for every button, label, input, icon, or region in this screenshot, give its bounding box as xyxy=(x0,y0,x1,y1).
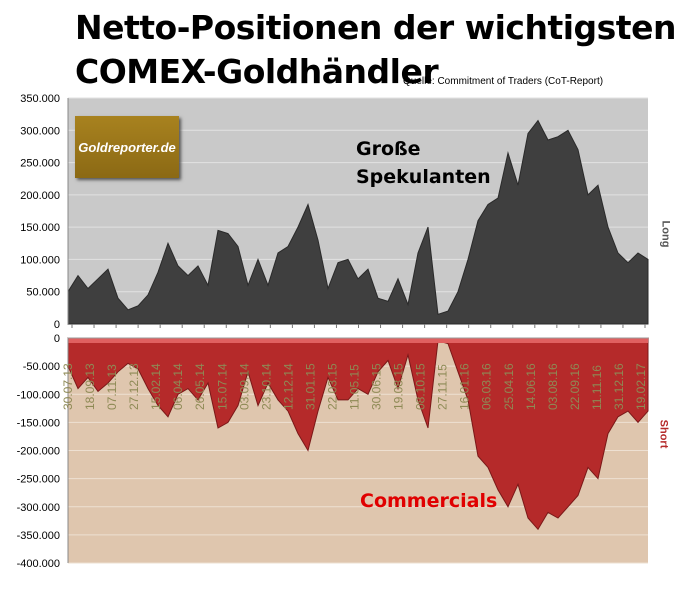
x-tick-label: 06.03.16 xyxy=(480,363,494,410)
x-tick-label: 06.04.14 xyxy=(171,363,185,410)
x-tick-label: 31.01.15 xyxy=(303,363,317,410)
y-tick-label: -150.000 xyxy=(17,417,60,429)
short-top-band xyxy=(68,338,648,343)
y-tick-label: 150.000 xyxy=(20,222,60,234)
x-tick-label: 08.10.15 xyxy=(414,363,428,410)
y-tick-label: 0 xyxy=(54,319,60,331)
short-side-label: Short xyxy=(657,419,670,449)
x-tick-label: 27.12.13 xyxy=(127,363,141,410)
x-tick-label: 23.10.14 xyxy=(259,363,273,410)
x-tick-label: 26.05.14 xyxy=(193,363,207,410)
x-tick-label: 11.11.16 xyxy=(590,365,604,410)
y-tick-label: -250.000 xyxy=(17,474,60,486)
x-tick-label: 18.09.13 xyxy=(83,363,97,410)
y-tick-label: -400.000 xyxy=(17,558,60,570)
short-area-series xyxy=(67,337,649,531)
y-tick-label: -200.000 xyxy=(17,446,60,458)
speculators-label: Große Spekulanten xyxy=(356,135,491,191)
x-tick-label: 03.08.16 xyxy=(546,363,560,410)
x-tick-label: 30.07.13 xyxy=(61,363,75,410)
speculators-label-line1: Große xyxy=(356,138,421,160)
speculators-label-line2: Spekulanten xyxy=(356,166,491,188)
x-tick-label: 30.06.15 xyxy=(370,363,384,410)
long-side-label: Long xyxy=(659,220,672,248)
x-tick-label: 03.09.14 xyxy=(237,363,251,410)
commercials-label: Commercials xyxy=(360,490,498,512)
x-tick-label: 27.11.15 xyxy=(436,364,450,410)
x-tick-label: 19.08.15 xyxy=(392,363,406,410)
y-tick-label: 200.000 xyxy=(20,190,60,202)
x-tick-label: 07.11.13 xyxy=(105,364,119,410)
y-tick-label: 350.000 xyxy=(20,93,60,105)
y-tick-label: 50.000 xyxy=(26,287,60,299)
y-tick-label: 100.000 xyxy=(20,254,60,266)
x-tick-label: 19.02.17 xyxy=(634,363,648,410)
x-tick-label: 22.03.15 xyxy=(325,363,339,410)
x-tick-label: 12.12.14 xyxy=(281,363,295,410)
x-tick-label: 15.07.14 xyxy=(215,363,229,410)
chart-title-line1: Netto-Positionen der wichtigsten xyxy=(75,8,676,47)
x-tick-label: 15.02.14 xyxy=(149,363,163,410)
y-tick-label: -350.000 xyxy=(17,530,60,542)
y-tick-label: -50.000 xyxy=(23,361,60,373)
x-tick-label: 11.05.15 xyxy=(348,364,362,410)
chart-title-line2: COMEX-Goldhändler xyxy=(75,52,439,91)
x-tick-label: 14.06.16 xyxy=(524,363,538,410)
long-area-series xyxy=(67,119,649,325)
x-tick-label: 25.04.16 xyxy=(502,363,516,410)
x-tick-label: 31.12.16 xyxy=(612,363,626,410)
y-tick-label: -100.000 xyxy=(17,389,60,401)
y-tick-label: 0 xyxy=(54,333,60,345)
y-tick-label: -300.000 xyxy=(17,502,60,514)
y-tick-label: 250.000 xyxy=(20,158,60,170)
y-tick-label: 300.000 xyxy=(20,125,60,137)
logo: Goldreporter.de xyxy=(75,116,179,178)
x-tick-label: 16.01.16 xyxy=(458,363,472,410)
source-note: Quelle: Commitment of Traders (CoT-Repor… xyxy=(403,76,604,87)
x-tick-label: 22.09.16 xyxy=(568,363,582,410)
